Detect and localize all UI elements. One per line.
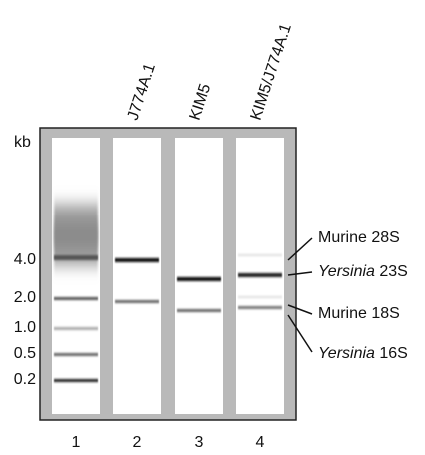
annotation-text: Murine 18S <box>318 305 400 322</box>
sample-label: KIM5 <box>187 82 215 123</box>
lane-number: 2 <box>133 434 142 451</box>
lane <box>175 138 223 414</box>
band <box>238 273 282 277</box>
annotations: Murine 28S Yersinia 23S Murine 18S Yersinia… <box>318 229 408 362</box>
lane-number: 4 <box>256 434 265 451</box>
sample-label: KIM5/J774A.1 <box>248 22 295 123</box>
annotation-text: Murine 28S <box>318 229 400 246</box>
band <box>238 296 282 298</box>
gel-figure: kb 4.0 2.0 1.0 0.5 0.2 1 2 J774A.1 3 KIM5 4 KIM5/J… <box>0 0 425 455</box>
band <box>115 300 159 303</box>
ladder-label: 1.0 <box>14 319 36 336</box>
band <box>115 258 159 262</box>
annotation: Yersinia 23S <box>318 263 408 280</box>
annotation: Murine 28S <box>318 229 400 246</box>
annotation-species: Yersinia <box>318 263 375 280</box>
band <box>177 277 221 281</box>
band <box>54 327 98 330</box>
sample-label: J774A.1 <box>125 61 159 122</box>
lane <box>113 138 161 414</box>
lane <box>52 138 100 414</box>
lane-number: 1 <box>72 434 81 451</box>
ladder-label: 2.0 <box>14 289 36 306</box>
kb-label: kb <box>14 134 31 151</box>
band <box>177 309 221 312</box>
annotation: Yersinia 16S <box>318 345 408 362</box>
band <box>238 254 282 256</box>
ladder-label: 0.5 <box>14 345 36 362</box>
ladder-label: 4.0 <box>14 251 36 268</box>
lane-number: 3 <box>195 434 204 451</box>
band <box>54 297 98 300</box>
annotation-species: Yersinia <box>318 345 375 362</box>
band <box>54 255 98 260</box>
band <box>54 353 98 356</box>
band <box>54 379 98 382</box>
smear <box>54 225 98 245</box>
annotation: Murine 18S <box>318 305 400 322</box>
ladder-labels: 4.0 2.0 1.0 0.5 0.2 <box>14 251 36 388</box>
band <box>238 306 282 309</box>
ladder-label: 0.2 <box>14 371 36 388</box>
annotation-text: 16S <box>379 345 407 362</box>
annotation-text: 23S <box>379 263 407 280</box>
